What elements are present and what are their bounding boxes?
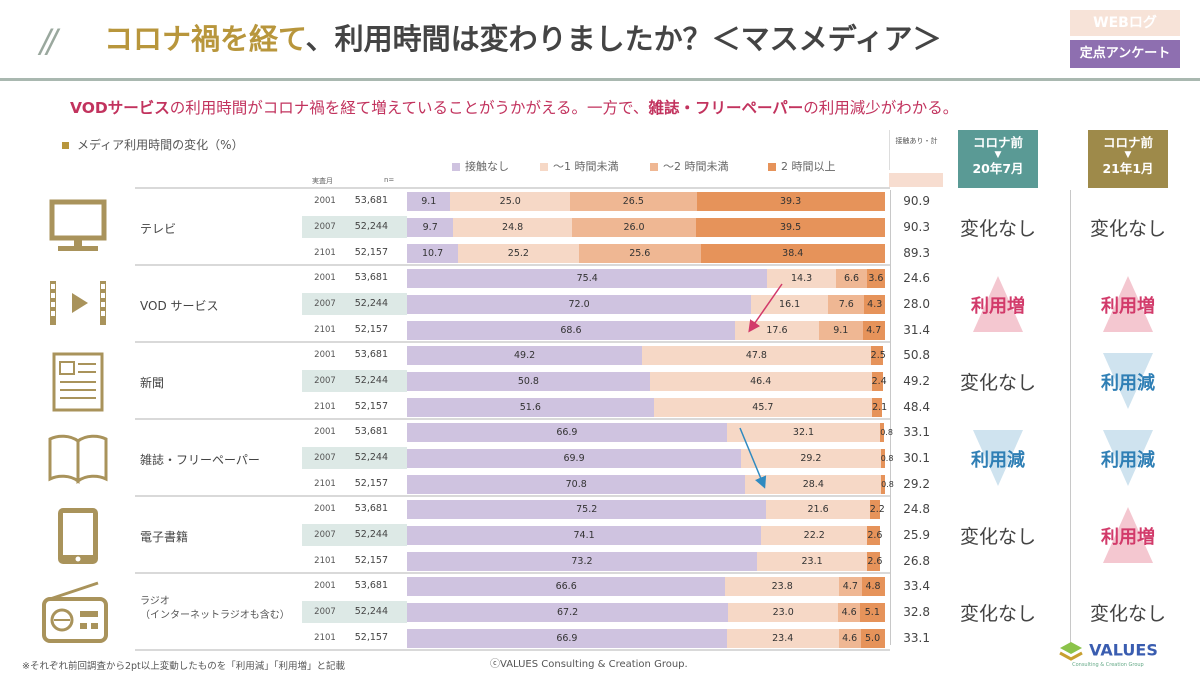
legend-item-lt2h: ～2 時間未満 <box>650 158 729 174</box>
footnote: ※それぞれ前回調査から2pt以上変動したものを「利用減」「利用増」と記載 <box>22 661 346 672</box>
page-title: コロナ禍を経て、利用時間は変わりましたか？＜マスメディア＞ <box>104 22 942 56</box>
compare-divider <box>1070 190 1071 645</box>
legend-item-none: 接触なし <box>452 158 509 174</box>
tag-web-log: WEBログ <box>1070 10 1180 36</box>
col-header-survey: 実査月 <box>312 177 333 185</box>
col-header-n: n= <box>384 176 395 184</box>
title-slash-decoration: // <box>40 22 57 60</box>
total-divider <box>890 190 891 645</box>
tag-survey: 定点アンケート <box>1070 40 1180 68</box>
legend-title: メディア利用時間の変化（%） <box>62 136 244 153</box>
values-logo: VALUES Consulting & Creation Group <box>1058 640 1158 668</box>
values-logo-icon <box>1059 642 1083 661</box>
col-header-total-bar <box>889 173 943 187</box>
magazine-decrease-arrow <box>739 427 767 489</box>
legend-item-lt1h: ～1 時間未満 <box>540 158 619 174</box>
legend-item-gt2h: 2 時間以上 <box>768 158 836 174</box>
col-header-total: 接触あり・計 <box>889 130 943 170</box>
header-divider <box>0 78 1200 81</box>
compare-head-2101: コロナ前 ▼ 21年1月 <box>1088 130 1168 188</box>
subtitle: VODサービスの利用時間がコロナ禍を経て増えていることがうかがえる。一方で、雑誌… <box>70 99 959 117</box>
copyright: ⓒVALUES Consulting & Creation Group. <box>490 659 688 670</box>
vod-increase-arrow <box>748 283 783 333</box>
compare-head-2007: コロナ前 ▼ 20年7月 <box>958 130 1038 188</box>
